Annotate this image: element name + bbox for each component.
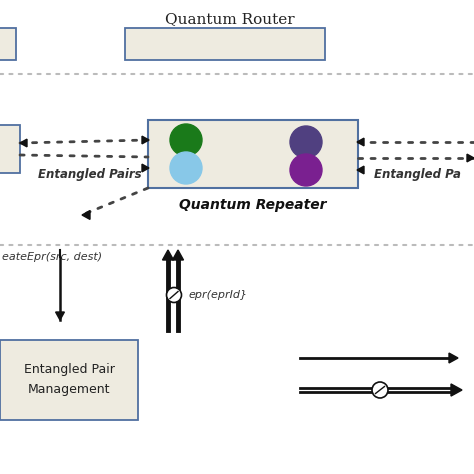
Bar <box>0 28 16 60</box>
Text: Entangled Pair: Entangled Pair <box>24 364 114 376</box>
Polygon shape <box>82 210 90 219</box>
Text: Management: Management <box>28 383 110 396</box>
Circle shape <box>290 126 322 158</box>
Circle shape <box>170 124 202 156</box>
Text: Entangled Pairs: Entangled Pairs <box>38 168 142 181</box>
Text: Entangled Pa: Entangled Pa <box>374 168 461 181</box>
Circle shape <box>290 154 322 186</box>
Circle shape <box>166 288 182 302</box>
Text: epr(eprId}: epr(eprId} <box>188 290 247 300</box>
Polygon shape <box>467 154 474 162</box>
Polygon shape <box>163 250 173 260</box>
Polygon shape <box>357 138 364 146</box>
Polygon shape <box>357 166 364 174</box>
Polygon shape <box>55 312 64 320</box>
Bar <box>125 28 325 60</box>
Text: Quantum Router: Quantum Router <box>165 12 295 26</box>
Bar <box>0 340 138 420</box>
Circle shape <box>170 152 202 184</box>
Polygon shape <box>173 250 183 260</box>
Text: eateEpr(src, dest): eateEpr(src, dest) <box>2 252 102 262</box>
Bar <box>0 125 20 173</box>
Polygon shape <box>449 353 458 363</box>
Polygon shape <box>20 139 27 147</box>
Polygon shape <box>451 384 462 396</box>
Polygon shape <box>142 164 149 172</box>
Bar <box>148 120 358 188</box>
Circle shape <box>372 382 388 398</box>
Text: Quantum Repeater: Quantum Repeater <box>179 198 327 212</box>
Polygon shape <box>142 136 149 144</box>
